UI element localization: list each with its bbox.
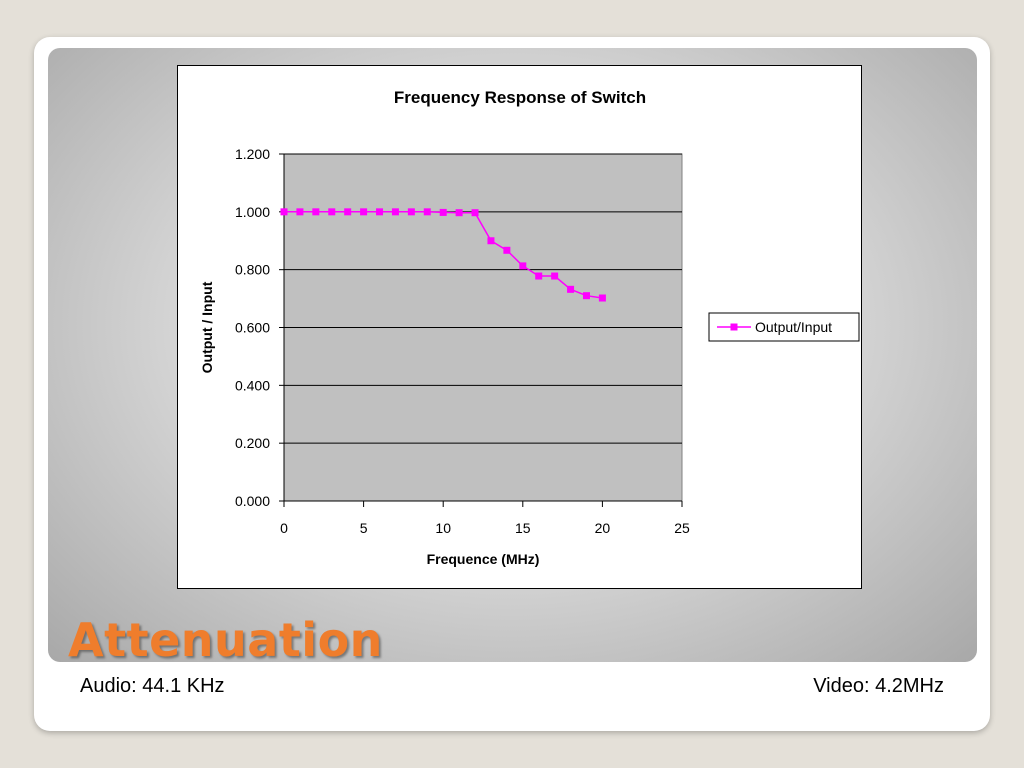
data-point [487, 237, 495, 245]
data-point [376, 208, 384, 216]
legend-label: Output/Input [755, 319, 832, 335]
data-point [360, 208, 368, 216]
x-axis-title: Frequence (MHz) [427, 551, 540, 567]
data-point [439, 208, 447, 216]
x-tick-label: 10 [435, 520, 451, 536]
y-tick-label: 1.000 [235, 204, 270, 220]
video-note: Video: 4.2MHz [813, 675, 944, 697]
y-tick-label: 1.200 [235, 146, 270, 162]
data-point [328, 208, 336, 216]
audio-note: Audio: 44.1 KHz [80, 675, 225, 697]
y-axis-title: Output / Input [199, 281, 215, 373]
data-point [344, 208, 352, 216]
legend-marker [730, 323, 738, 331]
data-point [582, 292, 590, 300]
data-point [598, 294, 606, 302]
x-tick-label: 25 [674, 520, 690, 536]
data-point [407, 208, 415, 216]
y-tick-label: 0.200 [235, 435, 270, 451]
x-tick-label: 0 [280, 520, 288, 536]
data-point [296, 208, 304, 216]
data-point [455, 209, 463, 217]
data-point [535, 272, 543, 280]
data-point [519, 262, 527, 270]
x-tick-label: 15 [515, 520, 531, 536]
data-point [391, 208, 399, 216]
y-tick-label: 0.000 [235, 493, 270, 509]
data-point [312, 208, 320, 216]
data-point [423, 208, 431, 216]
y-tick-label: 0.800 [235, 262, 270, 278]
y-tick-label: 0.400 [235, 377, 270, 393]
slide-title: Attenuation [68, 613, 383, 667]
chart-title: Frequency Response of Switch [394, 88, 646, 107]
data-point [567, 285, 575, 293]
x-tick-label: 20 [595, 520, 611, 536]
frequency-response-chart: Frequency Response of Switch 0.000 0.200 0.… [199, 88, 860, 567]
data-point [471, 209, 479, 217]
data-point [280, 208, 288, 216]
data-point [503, 246, 511, 254]
data-point [551, 272, 559, 280]
chart-container: Frequency Response of Switch 0.000 0.200 0.… [177, 65, 862, 589]
y-tick-label: 0.600 [235, 320, 270, 336]
x-tick-label: 5 [360, 520, 368, 536]
